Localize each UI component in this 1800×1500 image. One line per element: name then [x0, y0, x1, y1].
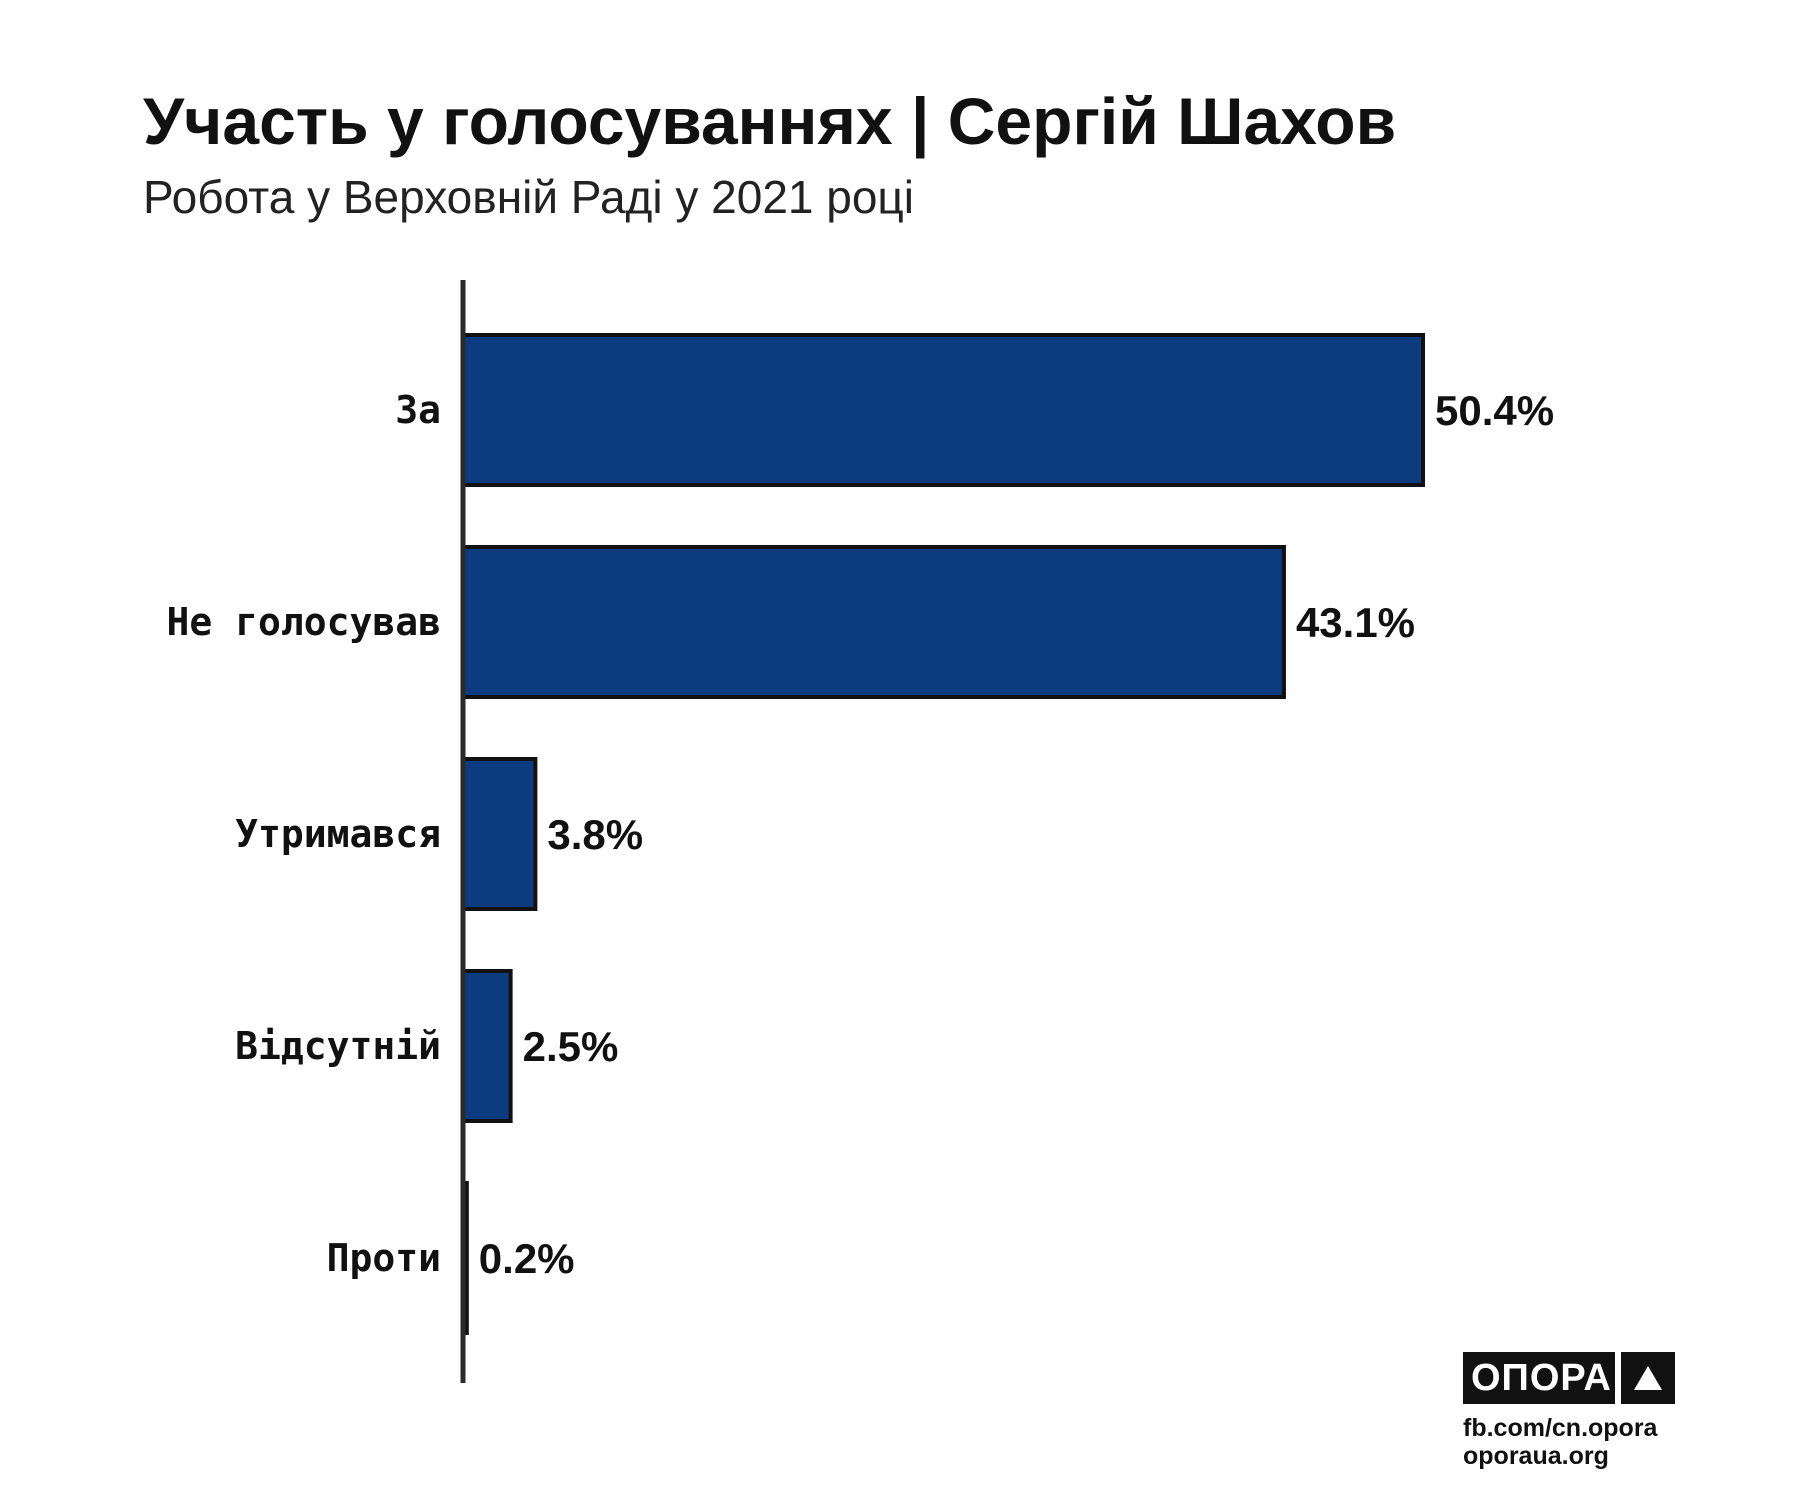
triangle-up-icon — [1621, 1352, 1675, 1404]
value-label-1: 43.1% — [1296, 599, 1415, 646]
logo-badge: ОПОРА — [1463, 1352, 1681, 1404]
bar-1 — [461, 545, 1286, 699]
opora-logo: ОПОРА fb.com/cn.opora oporaua.org — [1463, 1352, 1681, 1470]
value-label-0: 50.4% — [1435, 387, 1554, 434]
category-label-0: За — [395, 388, 441, 432]
category-label-4: Проти — [327, 1236, 441, 1280]
category-label-3: Відсутній — [235, 1024, 441, 1068]
chart-subtitle: Робота у Верховній Раді у 2021 році — [143, 171, 914, 223]
bar-3 — [461, 969, 513, 1123]
value-label-2: 3.8% — [547, 811, 643, 858]
bar-2 — [461, 757, 538, 911]
website-link[interactable]: oporaua.org — [1463, 1442, 1609, 1470]
logo-wordmark: ОПОРА — [1463, 1352, 1615, 1404]
category-label-2: Утримався — [235, 812, 441, 856]
category-label-1: Не голосував — [166, 600, 441, 644]
facebook-link[interactable]: fb.com/cn.opora — [1463, 1414, 1658, 1442]
value-label-4: 0.2% — [479, 1235, 575, 1282]
bar-0 — [461, 333, 1425, 487]
chart-title: Участь у голосуваннях | Сергій Шахов — [143, 84, 1397, 158]
value-label-3: 2.5% — [523, 1023, 619, 1070]
